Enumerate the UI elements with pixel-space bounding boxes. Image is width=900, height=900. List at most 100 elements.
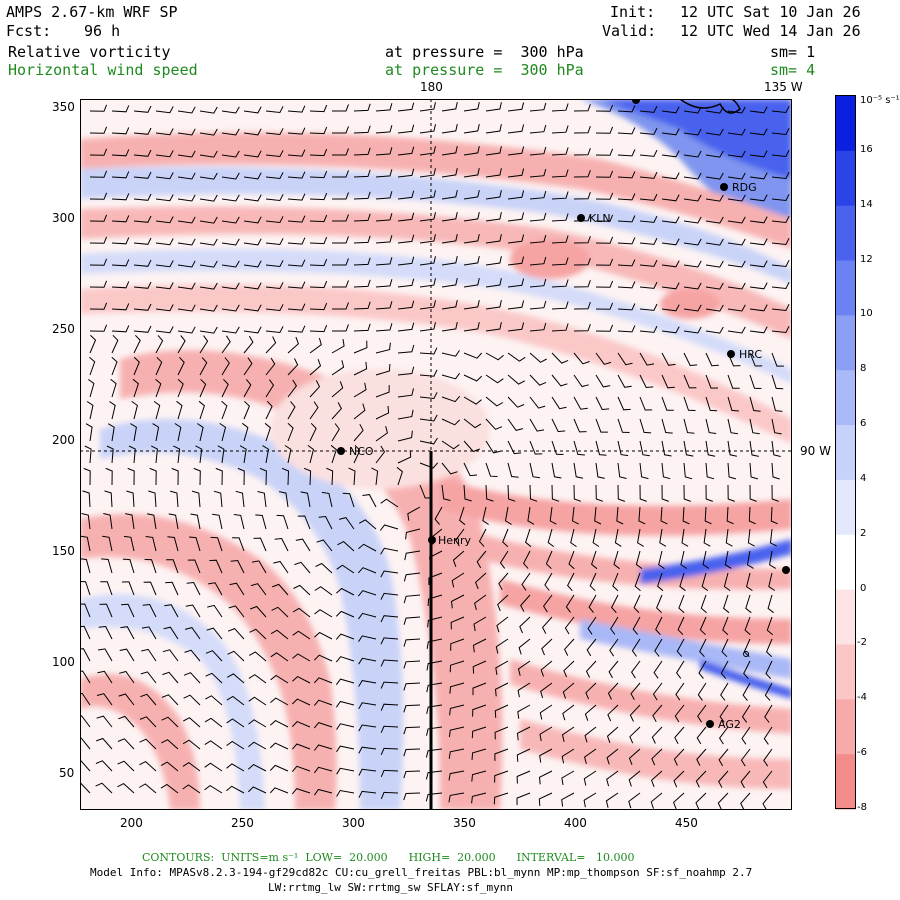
wind-barb xyxy=(265,194,284,202)
wind-barb xyxy=(150,445,158,464)
wind-barb xyxy=(683,440,694,457)
station-marker-small xyxy=(743,651,749,657)
wind-barb xyxy=(96,693,113,706)
wind-barb xyxy=(375,323,393,332)
wind-barb xyxy=(375,279,393,288)
wind-barb xyxy=(617,127,636,135)
wind-barb xyxy=(705,282,724,290)
wind-barb xyxy=(639,171,658,179)
wind-barb xyxy=(128,445,136,464)
colorbar-cell xyxy=(836,699,856,755)
wind-barb xyxy=(771,440,781,457)
wind-barb xyxy=(269,719,289,728)
wind-barb xyxy=(496,616,509,633)
wind-barb xyxy=(167,536,179,552)
wind-barb xyxy=(494,748,509,761)
wind-barb xyxy=(353,169,371,178)
wind-barb xyxy=(606,748,619,765)
wind-barb xyxy=(197,423,204,442)
wind-barb xyxy=(463,321,480,332)
wind-barb xyxy=(259,467,267,486)
wind-barb xyxy=(727,418,738,435)
wind-barb xyxy=(205,672,223,684)
contours-info: CONTOURS: UNITS=m s⁻¹ LOW= 20.000 HIGH= … xyxy=(142,851,635,864)
wind-barb xyxy=(155,128,174,136)
wind-barb xyxy=(243,379,252,398)
wind-barb xyxy=(591,550,598,570)
wind-barb xyxy=(278,491,289,508)
wind-barb xyxy=(357,612,377,620)
wind-barb xyxy=(111,237,130,245)
wind-barb xyxy=(639,484,647,502)
wind-barb xyxy=(606,726,619,743)
wind-barb xyxy=(660,506,668,525)
wind-barb xyxy=(170,490,179,508)
wind-barb xyxy=(353,191,371,200)
wind-barb xyxy=(237,467,245,486)
wind-barb xyxy=(727,374,740,389)
wind-barb xyxy=(561,726,575,742)
wind-barb xyxy=(227,628,245,640)
colorbar-cell xyxy=(836,644,856,700)
wind-barb xyxy=(494,726,509,740)
colorbar-cell xyxy=(836,754,856,810)
wind-barb xyxy=(764,682,773,701)
wind-barb xyxy=(568,550,575,570)
y-tick-350: 350 xyxy=(52,100,75,114)
wind-barb xyxy=(767,594,774,614)
wind-barb xyxy=(426,704,443,715)
wind-barb xyxy=(478,528,487,547)
wind-barb xyxy=(163,626,179,640)
wind-barb xyxy=(507,462,519,478)
wind-barb xyxy=(335,700,355,708)
wind-barb xyxy=(139,760,157,772)
wind-barb xyxy=(551,147,569,156)
wind-barb xyxy=(80,692,91,706)
wind-barb xyxy=(379,524,399,531)
wind-barb xyxy=(262,445,270,464)
wind-barb xyxy=(397,168,415,178)
wind-barb xyxy=(463,440,480,453)
wind-barb xyxy=(529,234,547,244)
wind-barb xyxy=(612,572,619,592)
wind-barb xyxy=(507,322,525,332)
wind-barb xyxy=(441,299,458,310)
wind-barb xyxy=(727,304,746,312)
wind-barb xyxy=(771,259,790,268)
wind-barb xyxy=(659,528,667,547)
wind-barb xyxy=(407,506,421,521)
wind-barb xyxy=(727,150,746,158)
wind-barb xyxy=(516,726,531,741)
wind-barb xyxy=(221,335,231,354)
wind-barb xyxy=(125,513,135,530)
wind-barb xyxy=(463,101,480,112)
wind-barb xyxy=(183,717,201,728)
wind-barb xyxy=(724,550,732,569)
wind-barb xyxy=(485,352,504,361)
wind-barb xyxy=(762,792,773,810)
wind-barb xyxy=(397,344,415,354)
wind-barb xyxy=(583,770,597,786)
wind-barb xyxy=(654,638,663,657)
wind-barb xyxy=(595,280,614,288)
wind-barb xyxy=(639,215,658,223)
wind-barb xyxy=(397,190,415,200)
wind-barb xyxy=(485,322,502,332)
wind-barb xyxy=(763,726,773,745)
wind-barb xyxy=(265,400,273,420)
wind-barb xyxy=(336,587,355,596)
wind-barb xyxy=(264,422,271,442)
wind-barb xyxy=(89,148,108,156)
station-unlabeled-top xyxy=(632,99,640,104)
wind-barb xyxy=(375,191,393,200)
wind-barb xyxy=(705,440,716,457)
wind-barb xyxy=(655,616,663,636)
wind-barb xyxy=(177,260,196,268)
wind-barb xyxy=(226,740,245,750)
wind-barb xyxy=(213,490,223,508)
wind-barb xyxy=(476,550,487,569)
wind-barb xyxy=(551,125,569,134)
wind-barb xyxy=(683,216,702,224)
wind-barb xyxy=(551,323,569,332)
wind-barb xyxy=(269,787,289,794)
